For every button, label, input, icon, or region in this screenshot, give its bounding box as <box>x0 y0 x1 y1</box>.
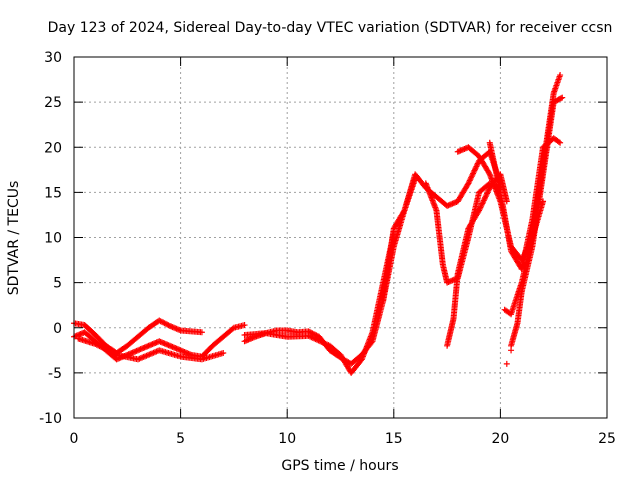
data-marker-track-1 <box>165 322 172 329</box>
data-marker-track-1 <box>157 318 164 325</box>
data-marker-track-10 <box>557 139 564 146</box>
data-marker-track-6 <box>400 208 407 215</box>
data-marker-track-1 <box>161 320 168 327</box>
x-tick-label: 10 <box>278 431 296 447</box>
chart-title: Day 123 of 2024, Sidereal Day-to-day VTE… <box>48 20 613 36</box>
data-marker-track-1 <box>162 320 169 327</box>
y-axis-title: SDTVAR / TECUs <box>6 181 22 296</box>
y-tick-label: -10 <box>39 411 62 427</box>
axis-ticks: 0 5 10 15 20 25 -10 -5 0 5 10 15 20 25 30 <box>39 50 616 447</box>
data-marker-track-12 <box>558 95 565 102</box>
data-marker-track-2 <box>229 325 236 332</box>
data-marker-track-3 <box>220 350 227 357</box>
data-marker-track-9 <box>557 72 564 79</box>
y-tick-label: 0 <box>53 321 62 337</box>
data-marker-isolated <box>508 347 515 354</box>
data-marker-track-1 <box>198 329 205 336</box>
data-marker-track-1 <box>156 317 163 324</box>
y-tick-label: 30 <box>44 50 62 66</box>
data-marker-track-12 <box>559 94 566 101</box>
x-tick-label: 5 <box>176 431 185 447</box>
data-marker-track-9 <box>485 170 492 177</box>
x-tick-label: 0 <box>70 431 79 447</box>
data-markers <box>71 72 566 376</box>
y-tick-label: 5 <box>53 276 62 292</box>
data-marker-isolated <box>503 360 510 367</box>
x-tick-label: 25 <box>598 431 616 447</box>
data-marker-track-2 <box>241 322 248 329</box>
y-tick-label: 15 <box>44 185 62 201</box>
x-axis-title: GPS time / hours <box>281 458 398 474</box>
y-tick-label: 25 <box>44 95 62 111</box>
data-marker-track-1 <box>164 321 171 328</box>
y-tick-label: -5 <box>48 366 62 382</box>
grid-lines <box>74 57 607 418</box>
data-marker-track-1 <box>158 318 165 325</box>
x-tick-label: 15 <box>385 431 403 447</box>
y-tick-label: 10 <box>44 231 62 247</box>
x-tick-label: 20 <box>491 431 509 447</box>
data-marker-track-1 <box>160 319 167 326</box>
data-marker-track-10 <box>555 138 562 145</box>
y-tick-label: 20 <box>44 140 62 156</box>
